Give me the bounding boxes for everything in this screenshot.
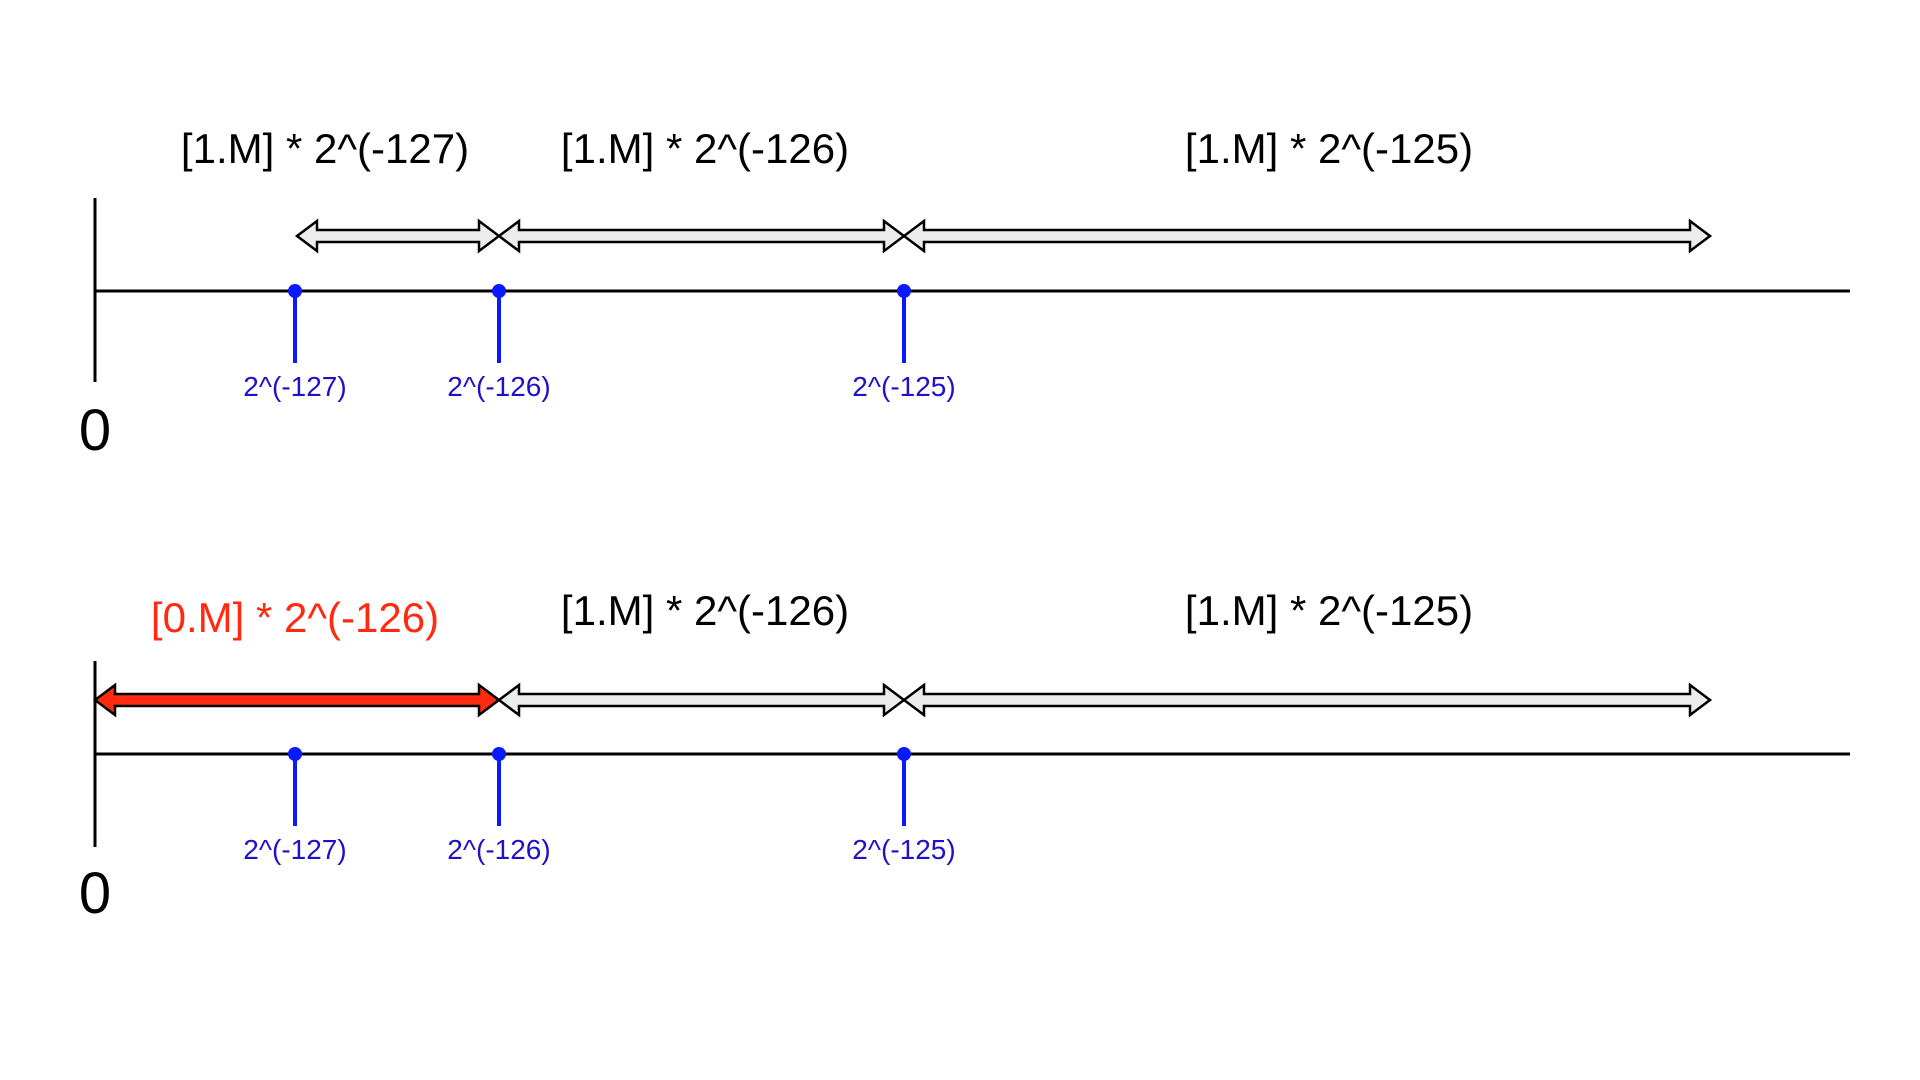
range-arrow-2	[496, 218, 907, 254]
tick-dot-3	[897, 284, 911, 298]
tick-dot-2	[492, 284, 506, 298]
tick-label-1: 2^(-127)	[243, 834, 346, 865]
range-arrow-3	[901, 218, 1713, 254]
tick-label-1: 2^(-127)	[243, 371, 346, 402]
denormal-range-arrow	[92, 682, 502, 718]
range-arrow-2	[496, 682, 907, 718]
range-label-2: [1.M] * 2^(-126)	[561, 125, 849, 172]
origin-label: 0	[79, 398, 111, 463]
range-label-2: [1.M] * 2^(-126)	[561, 587, 849, 634]
range-arrow-3	[901, 682, 1713, 718]
tick-dot-2	[492, 747, 506, 761]
diagram-normal: [1.M] * 2^(-127) [1.M] * 2^(-126) [1.M] …	[79, 125, 1850, 463]
range-label-1: [1.M] * 2^(-127)	[181, 125, 469, 172]
denormal-range-label: [0.M] * 2^(-126)	[151, 594, 439, 641]
diagram-denormal: [0.M] * 2^(-126) [1.M] * 2^(-126) [1.M] …	[79, 587, 1850, 926]
origin-label: 0	[79, 861, 111, 926]
tick-dot-1	[288, 747, 302, 761]
tick-dot-3	[897, 747, 911, 761]
tick-label-3: 2^(-125)	[852, 371, 955, 402]
range-label-3: [1.M] * 2^(-125)	[1185, 587, 1473, 634]
range-label-3: [1.M] * 2^(-125)	[1185, 125, 1473, 172]
tick-label-2: 2^(-126)	[447, 834, 550, 865]
tick-label-3: 2^(-125)	[852, 834, 955, 865]
tick-dot-1	[288, 284, 302, 298]
tick-label-2: 2^(-126)	[447, 371, 550, 402]
range-arrow-1	[294, 218, 502, 254]
